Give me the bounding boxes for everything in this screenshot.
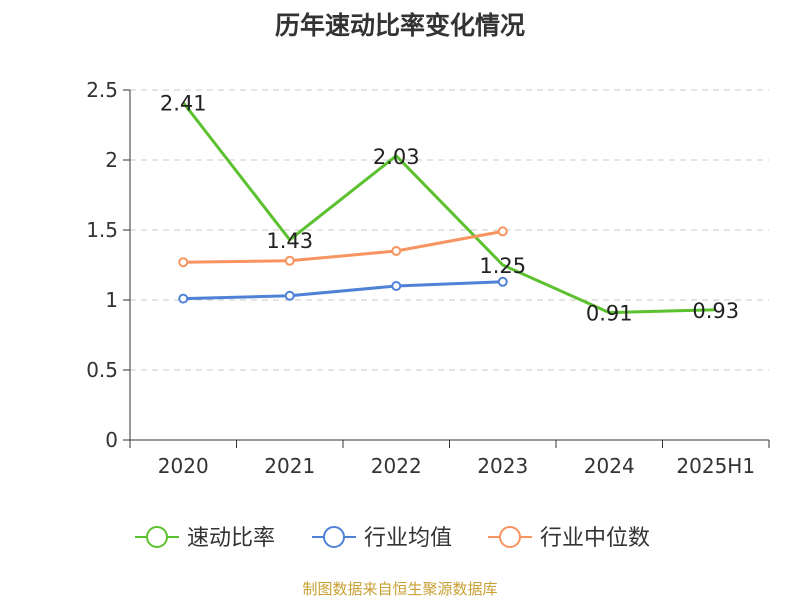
series-point-1 [391, 281, 402, 291]
source-note: 制图数据来自恒生聚源数据库 [302, 580, 498, 598]
x-tick-label: 2021 [264, 454, 315, 478]
legend-marker-0 [146, 526, 168, 548]
series-point-2 [284, 255, 295, 266]
data-label: 2.03 [373, 145, 420, 169]
y-tick-label: 2 [105, 148, 118, 172]
data-labels: 2.41 1.43 2.03 1.25 0.91 0.93 [160, 92, 739, 326]
data-label: 1.25 [479, 254, 526, 278]
y-tick-label: 2.5 [86, 78, 118, 102]
y-tick-label: 1.5 [86, 218, 118, 242]
series-point-2 [391, 246, 402, 256]
x-tick-labels: 2020 2021 2022 2023 2024 2025H1 [158, 454, 755, 478]
series-point-1 [497, 276, 508, 287]
x-tick-label: 2023 [477, 454, 528, 478]
series-lines [178, 101, 716, 315]
series-line-0 [182, 101, 716, 315]
y-tick-labels: 0 0.5 1 1.5 2 2.5 [86, 78, 118, 452]
legend: 速动比率 行业均值 行业中位数 [135, 526, 650, 551]
x-tick-label: 2022 [371, 454, 422, 478]
series-line-1 [183, 280, 503, 301]
y-tick-label: 0.5 [86, 358, 118, 382]
legend-label-0: 速动比率 [187, 526, 275, 551]
legend-marker-1 [323, 526, 345, 548]
data-label: 0.93 [692, 299, 739, 323]
x-tick-label: 2024 [584, 454, 635, 478]
x-tick-label: 2025H1 [676, 454, 755, 478]
data-label: 0.91 [586, 302, 633, 326]
series-line-2 [183, 229, 504, 264]
axes [123, 89, 770, 448]
data-label: 1.43 [266, 229, 313, 253]
series-point-2 [178, 257, 189, 268]
grid-lines [130, 89, 769, 371]
legend-label-1: 行业均值 [364, 526, 452, 551]
x-tick-label: 2020 [158, 454, 209, 478]
series-point-1 [284, 290, 295, 301]
legend-label-2: 行业中位数 [540, 526, 650, 551]
chart-title: 历年速动比率变化情况 [274, 11, 525, 40]
y-tick-label: 0 [105, 428, 118, 452]
data-label: 2.41 [160, 92, 207, 116]
legend-marker-2 [499, 526, 521, 548]
series-point-2 [497, 226, 508, 237]
y-tick-label: 1 [105, 288, 118, 312]
series-point-1 [178, 293, 189, 304]
